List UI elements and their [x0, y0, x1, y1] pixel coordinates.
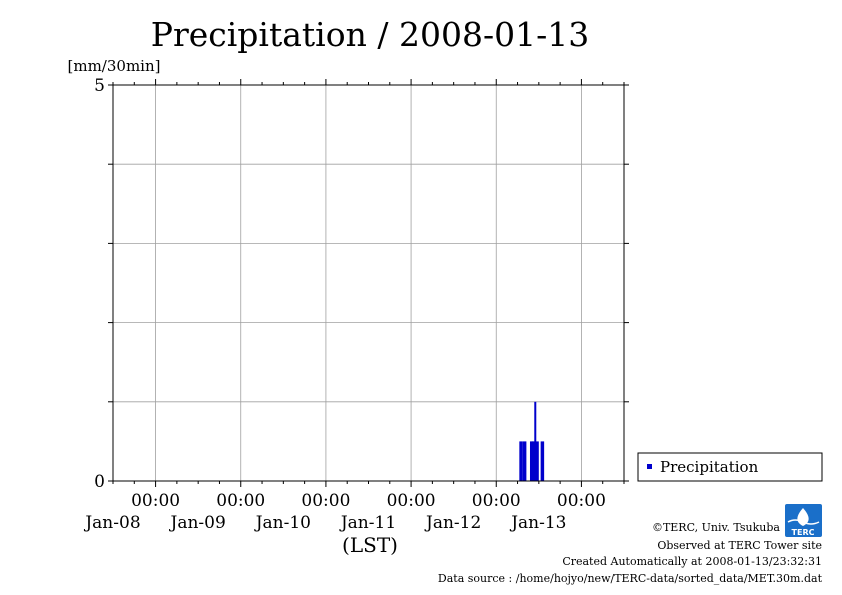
chart-title: Precipitation / 2008-01-13: [151, 15, 589, 54]
precipitation-bar: [522, 441, 527, 481]
x-tick-date-label: Jan-09: [169, 513, 226, 533]
precipitation-bar: [519, 441, 523, 481]
x-tick-date-label: Jan-12: [424, 513, 481, 533]
x-axis-label: (LST): [342, 533, 398, 557]
legend-label: Precipitation: [660, 458, 759, 476]
x-tick-date-label: Jan-10: [254, 513, 311, 533]
terc-logo: TERC: [785, 504, 822, 537]
y-tick-label: 0: [94, 472, 105, 492]
x-tick-time-label: 00:00: [472, 491, 521, 511]
x-tick-time-label: 00:00: [557, 491, 606, 511]
wave-icon: [787, 519, 820, 525]
x-tick-time-label: 00:00: [131, 491, 180, 511]
observed-text: Observed at TERC Tower site: [657, 539, 822, 552]
precipitation-bar: [529, 441, 534, 481]
logo-text: TERC: [792, 528, 815, 537]
x-ticks: 00:00Jan-0800:00Jan-0900:00Jan-1000:00Ja…: [83, 79, 625, 533]
x-tick-time-label: 00:00: [301, 491, 350, 511]
copyright-text: ©TERC, Univ. Tsukuba: [652, 521, 780, 534]
bars: [519, 401, 545, 481]
legend-swatch: [647, 464, 652, 469]
precipitation-bar: [531, 441, 536, 481]
source-text: Data source : /home/hojyo/new/TERC-data/…: [438, 572, 823, 585]
x-tick-date-label: Jan-08: [83, 513, 140, 533]
x-tick-time-label: 00:00: [387, 491, 436, 511]
precipitation-bar: [534, 401, 537, 481]
x-tick-date-label: Jan-13: [509, 513, 566, 533]
precipitation-bar: [535, 441, 539, 481]
plot-frame: [112, 84, 625, 482]
y-ticks: 50: [94, 76, 629, 492]
x-tick-date-label: Jan-11: [339, 513, 396, 533]
grid: [113, 85, 624, 481]
legend: Precipitation: [637, 452, 823, 482]
x-tick-time-label: 00:00: [216, 491, 265, 511]
precipitation-bar: [540, 441, 545, 481]
created-text: Created Automatically at 2008-01-13/23:3…: [562, 555, 822, 568]
y-tick-label: 5: [94, 76, 105, 96]
legend-box: [637, 452, 823, 482]
y-axis-label: [mm/30min]: [68, 57, 161, 75]
